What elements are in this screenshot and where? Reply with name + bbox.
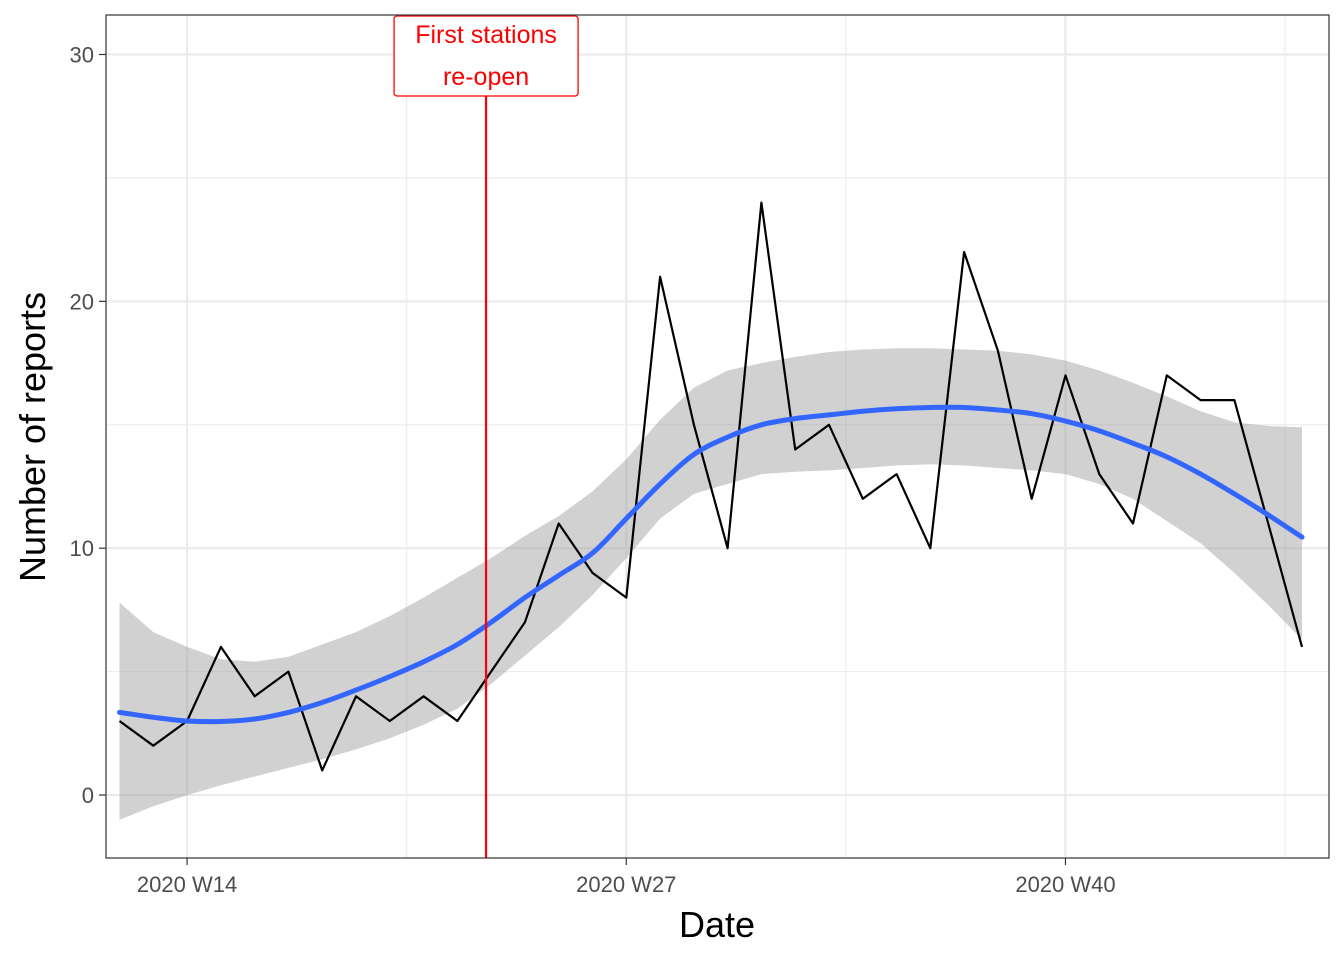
grid xyxy=(106,15,1329,858)
raw-series xyxy=(118,201,1304,772)
x-tick-label: 2020 W27 xyxy=(576,872,676,897)
axes: 2020 W14 2020 W27 2020 W40 0 10 20 30 xyxy=(70,42,1116,897)
x-tick-label: 2020 W40 xyxy=(1015,872,1115,897)
y-tick-label: 0 xyxy=(82,783,94,808)
annotation: First stations re-open xyxy=(393,15,579,858)
y-tick-label: 10 xyxy=(70,536,94,561)
reopen-label-text: re-open xyxy=(443,63,529,91)
y-axis-title: Number of reports xyxy=(12,292,53,582)
x-tick-label: 2020 W14 xyxy=(137,872,237,897)
reopen-label-text: First stations xyxy=(415,21,557,49)
smooth-trend-line xyxy=(117,404,1305,725)
reopen-label-box xyxy=(393,15,579,97)
y-tick-label: 30 xyxy=(70,42,94,67)
y-tick-label: 20 xyxy=(70,289,94,314)
x-axis-title: Date xyxy=(679,904,755,945)
smooth-series xyxy=(117,404,1305,725)
weekly-reports-line xyxy=(118,201,1304,772)
panel-background xyxy=(106,15,1329,858)
panel-border xyxy=(105,14,1330,859)
